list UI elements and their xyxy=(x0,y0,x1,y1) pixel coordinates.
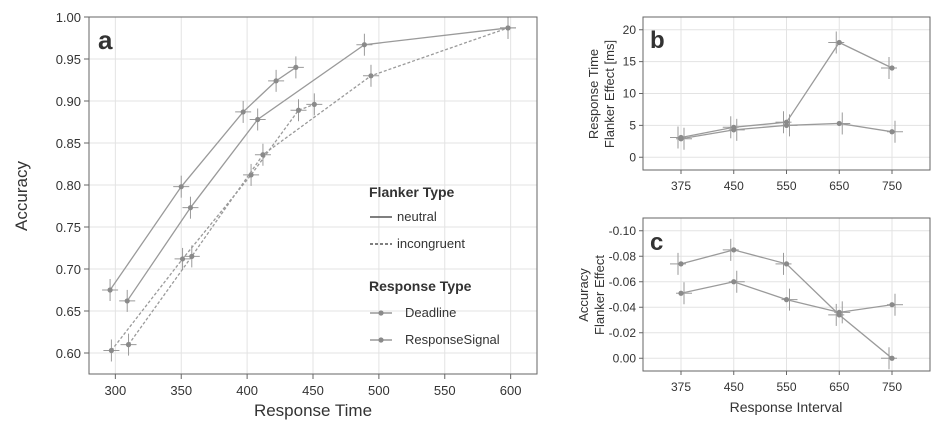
panel-c-xtick-label: 650 xyxy=(829,380,849,394)
legend-neutral-label: neutral xyxy=(397,209,437,224)
legend-incongruent-label: incongruent xyxy=(397,236,465,251)
panel-b-ytick-label: 15 xyxy=(623,55,637,69)
legend-flanker-title: Flanker Type xyxy=(369,184,455,200)
panel-c-point xyxy=(678,261,684,267)
panel-c-xtick-label: 375 xyxy=(671,380,691,394)
panel-c-point xyxy=(836,309,842,315)
panel-c-xtick-label: 450 xyxy=(724,380,744,394)
panel-c-xtick-label: 750 xyxy=(882,380,902,394)
panel-a-xtick-label: 550 xyxy=(434,383,456,398)
panel-b-letter: b xyxy=(650,27,665,54)
panel-a-xtick-label: 300 xyxy=(105,383,127,398)
panel-c-point xyxy=(783,261,790,267)
panel-a-point xyxy=(179,256,186,262)
legend-deadline-marker xyxy=(378,310,384,316)
panel-a-xtick-label: 400 xyxy=(236,383,258,398)
panel-a-point xyxy=(361,42,367,48)
grid-layer xyxy=(89,16,930,374)
panel-c-point xyxy=(731,279,737,285)
panel-b-point xyxy=(731,127,737,133)
panel-b-ytick-label: 0 xyxy=(629,150,636,164)
legend: Flanker Type neutral incongruent Respons… xyxy=(369,184,500,347)
panel-a-point xyxy=(189,253,195,259)
panel-a-point xyxy=(273,78,279,84)
panel-a-ylabel: Accuracy xyxy=(12,161,31,231)
panel-c-xtick-label: 550 xyxy=(776,380,796,394)
panel-a-xtick-label: 350 xyxy=(170,383,192,398)
panel-b-ylabel-line1: Response Time xyxy=(586,49,601,139)
panel-b-ytick-label: 20 xyxy=(623,23,637,37)
panel-a-ytick-label: 1.00 xyxy=(56,10,81,25)
panel-c-ytick-label: -0.04 xyxy=(609,300,637,314)
tick-layer: 300 350 400 450 500 550 600 0.60 0.65 0.70 0.75 0.8… xyxy=(56,10,903,398)
panel-a-point xyxy=(311,101,317,107)
panel-b-point xyxy=(836,39,842,46)
panel-a-point xyxy=(293,64,299,70)
panel-b-xtick-label: 450 xyxy=(724,179,744,193)
legend-response-title: Response Type xyxy=(369,278,472,294)
panel-a-xtick-label: 600 xyxy=(500,383,522,398)
panel-c-xlabel: Response Interval xyxy=(730,399,843,415)
panel-b-xtick-label: 750 xyxy=(882,179,902,193)
panel-c-ytick-label: -0.08 xyxy=(609,249,637,263)
panel-b-ytick-label: 10 xyxy=(623,87,637,101)
panel-a-point xyxy=(248,172,254,178)
panel-b-xtick-label: 550 xyxy=(776,179,796,193)
panel-a-xlabel: Response Time xyxy=(254,401,372,420)
panel-a-point xyxy=(255,116,261,123)
panel-b-xtick-label: 650 xyxy=(829,179,849,193)
panel-c-point xyxy=(889,355,895,361)
panel-a-ytick-label: 0.60 xyxy=(56,346,81,361)
panel-c-point xyxy=(678,290,684,296)
panel-c-point xyxy=(783,297,790,303)
panel-a-xtick-label: 450 xyxy=(302,383,324,398)
panel-a-point xyxy=(368,73,374,79)
panel-b-xtick-label: 375 xyxy=(671,179,691,193)
panel-c-point xyxy=(889,302,895,308)
panel-b-point xyxy=(889,65,895,71)
panel-a-ytick-label: 0.80 xyxy=(56,178,81,193)
panel-c-ylabel-line1: Accuracy xyxy=(576,268,591,322)
panel-a-point xyxy=(187,205,194,211)
panel-a-ytick-label: 0.85 xyxy=(56,136,81,151)
panel-a-point xyxy=(125,342,132,348)
panel-a-point xyxy=(295,107,302,113)
panel-b-ylabel-line2: Flanker Effect [ms] xyxy=(602,40,617,148)
panel-c-ylabel-line2: Flanker Effect xyxy=(592,255,607,335)
panel-c-letter: c xyxy=(650,229,663,256)
panel-c-ytick-label: -0.06 xyxy=(609,275,637,289)
panel-a-ytick-label: 0.95 xyxy=(56,52,81,67)
data-layer xyxy=(102,16,903,370)
panel-c-point xyxy=(731,247,737,253)
panel-a-series-line-2 xyxy=(110,103,315,351)
panel-a-ytick-label: 0.65 xyxy=(56,304,81,319)
legend-responsesignal-marker xyxy=(378,337,384,343)
legend-deadline-label: Deadline xyxy=(405,305,456,320)
panel-a-point xyxy=(124,298,130,304)
panel-a-ytick-label: 0.90 xyxy=(56,94,81,109)
panel-c-ytick-label: 0.00 xyxy=(613,351,637,365)
panel-a-point xyxy=(107,287,113,293)
panel-a-ytick-label: 0.75 xyxy=(56,220,81,235)
panel-a-point xyxy=(505,25,511,31)
panel-a-xtick-label: 500 xyxy=(368,383,390,398)
panel-a-point xyxy=(178,184,184,190)
panel-c-ytick-label: -0.02 xyxy=(609,326,637,340)
panel-b-ytick-label: 5 xyxy=(629,118,636,132)
panel-b-point xyxy=(783,122,790,128)
legend-responsesignal-label: ResponseSignal xyxy=(405,332,500,347)
panel-a-point xyxy=(108,347,114,354)
panel-b-point xyxy=(678,136,684,142)
panel-b-point xyxy=(836,120,842,127)
panel-c-ytick-label: -0.10 xyxy=(609,224,637,238)
panel-a-ytick-label: 0.70 xyxy=(56,262,81,277)
panel-a-point xyxy=(240,109,246,115)
panel-b-point xyxy=(889,129,895,135)
panel-a-point xyxy=(260,152,266,158)
panel-a-letter: a xyxy=(98,25,113,55)
